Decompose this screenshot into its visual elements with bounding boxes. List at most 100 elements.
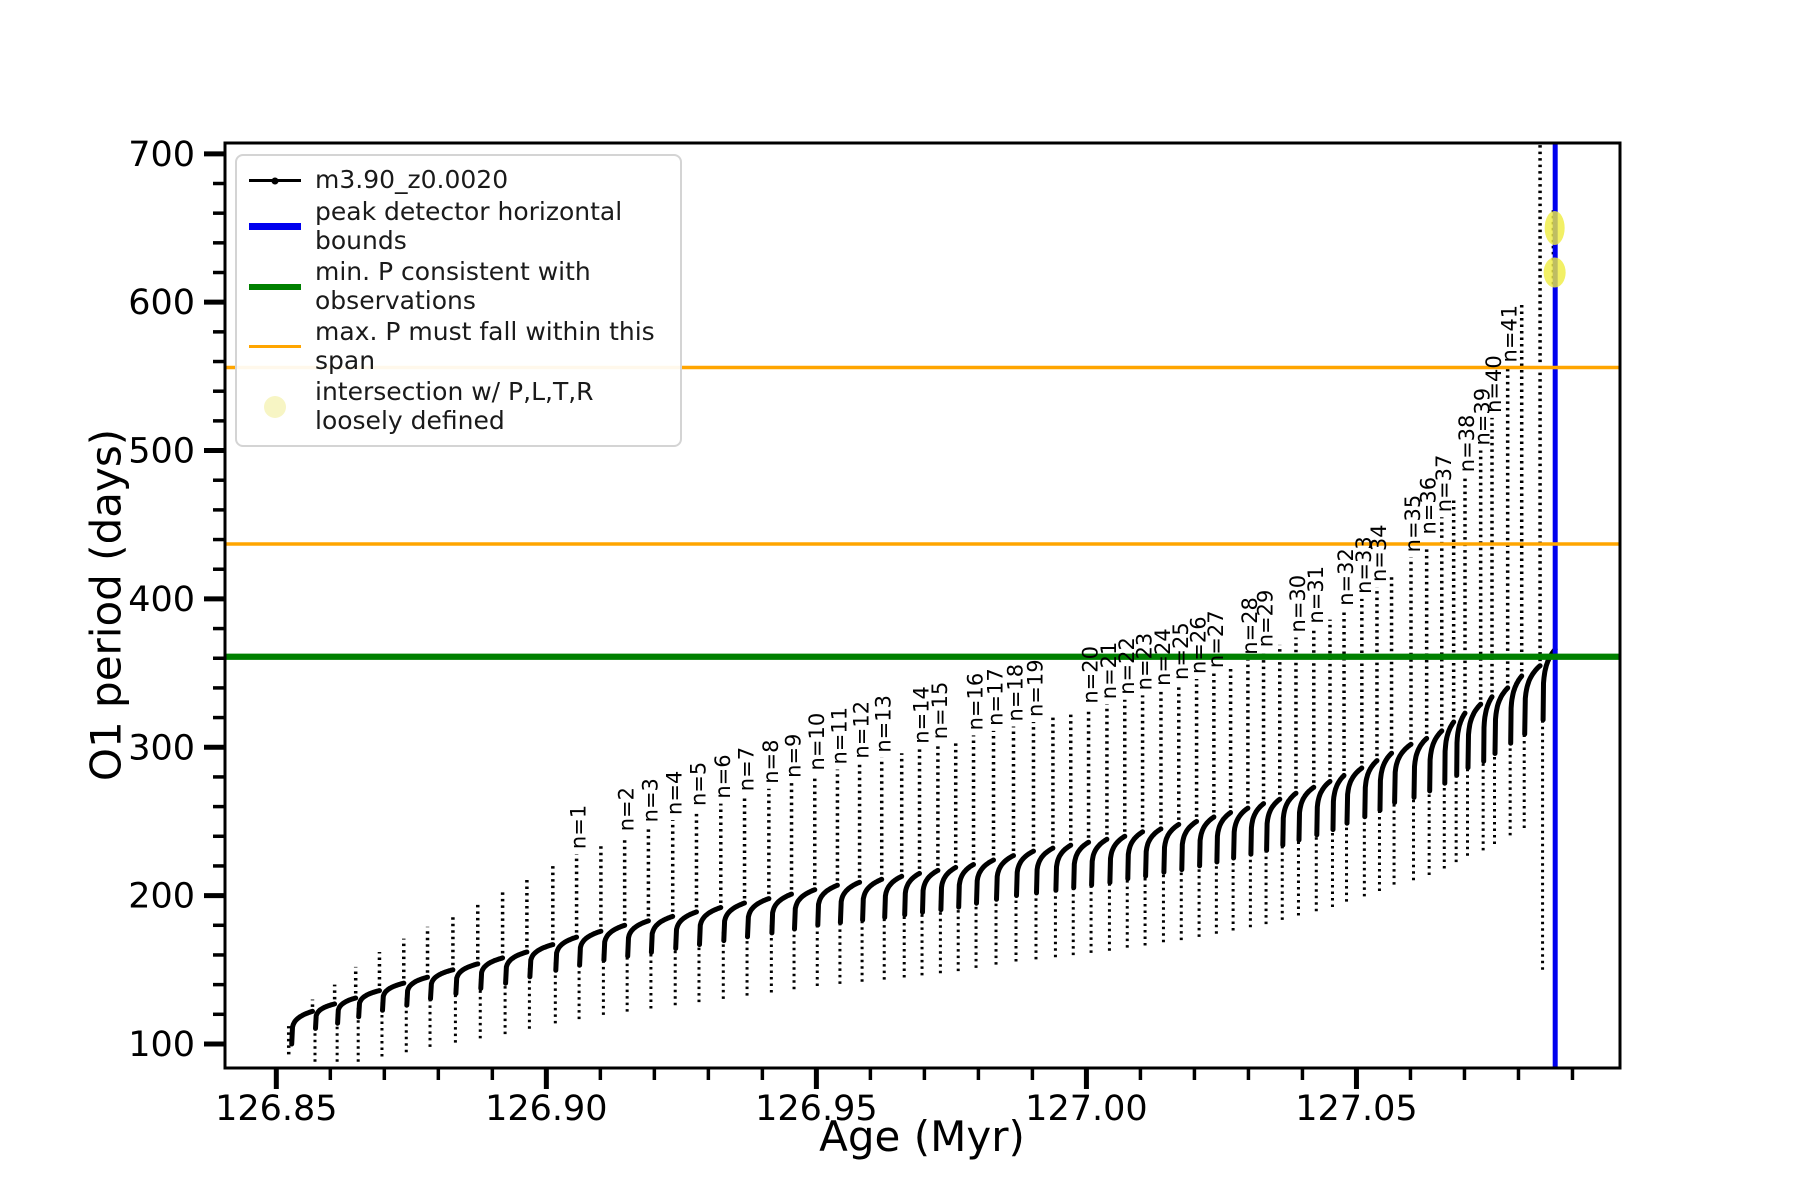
- pulse-fin: [1179, 818, 1200, 873]
- pulse-fin: [553, 934, 580, 973]
- pulse-fin: [1248, 801, 1267, 857]
- pulse-label: n=33: [1352, 536, 1376, 594]
- pulse-fin: [1280, 790, 1299, 848]
- legend-label: intersection w/ P,L,T,R loosely defined: [315, 377, 594, 435]
- legend-label: peak detector horizontal bounds: [315, 197, 623, 255]
- pulse-label: n=5: [686, 762, 710, 806]
- pulse-label: n=17: [984, 668, 1008, 726]
- pulse-fin: [1492, 685, 1511, 756]
- pulse-label: n=7: [735, 747, 759, 791]
- pulse-label: n=10: [805, 713, 829, 771]
- green-line-icon: [249, 283, 301, 290]
- legend-item-intersection: intersection w/ P,L,T,R loosely defined: [249, 377, 664, 435]
- pulse-label: n=27: [1204, 610, 1228, 668]
- legend-item-min-p: min. P consistent with observations: [249, 257, 664, 315]
- x-tick-label: 127.00: [1025, 1089, 1147, 1129]
- pulse-label: n=36: [1417, 477, 1441, 535]
- blue-line-icon: [249, 223, 301, 230]
- pulse-fin: [1465, 701, 1484, 771]
- pulse-fin: [994, 853, 1016, 902]
- pulse-fin: [1143, 826, 1164, 879]
- pulse-label: n=41: [1498, 305, 1522, 363]
- pulse-fin: [289, 1008, 315, 1047]
- pulse-label: n=28: [1238, 597, 1262, 655]
- pulse-label: n=25: [1169, 622, 1193, 680]
- pulse-label: n=2: [615, 787, 639, 831]
- pulse-fin: [1107, 833, 1128, 886]
- pulse-fin: [335, 995, 359, 1026]
- pulse-fin: [313, 1001, 338, 1031]
- pulse-label: n=35: [1401, 495, 1425, 553]
- y-tick-label: 700: [128, 135, 195, 175]
- y-tick-label: 300: [128, 728, 195, 768]
- pulse-fin: [1264, 796, 1283, 853]
- pulse-fin: [1053, 842, 1074, 893]
- pulse-fin: [1508, 673, 1525, 746]
- pulse-fin: [860, 876, 885, 923]
- pulse-label: n=3: [638, 778, 662, 822]
- pulse-label: n=34: [1367, 524, 1391, 582]
- data-series: [286, 143, 1558, 1062]
- x-tick-label: 127.05: [1295, 1089, 1417, 1129]
- pulse-label: n=26: [1187, 616, 1211, 674]
- x-tick-label: 126.95: [755, 1089, 877, 1129]
- x-axis-label: Age (Myr): [819, 1112, 1025, 1161]
- pulse-fin: [1014, 848, 1036, 898]
- pulse-fin: [1125, 829, 1146, 882]
- pulse-fin: [1296, 784, 1317, 843]
- pulse-fin: [1427, 728, 1445, 794]
- x-tick-label: 126.90: [485, 1089, 607, 1129]
- pulse-fin: [974, 857, 996, 906]
- pulse-label: n=11: [827, 707, 851, 765]
- pulse-fin: [673, 909, 699, 951]
- pulse-fin: [356, 988, 382, 1020]
- pulse-fin: [769, 891, 794, 936]
- pulse-fin: [601, 922, 628, 963]
- pulse-fin: [882, 873, 905, 920]
- pulse-fin: [648, 913, 676, 955]
- pulse-fin: [1161, 821, 1182, 875]
- pulse-label: n=18: [1004, 664, 1028, 722]
- legend-label: max. P must fall within this span: [315, 317, 655, 375]
- pulse-label: n=15: [928, 682, 952, 740]
- pulse-label: n=6: [711, 754, 735, 798]
- legend-item-max-p: max. P must fall within this span: [249, 317, 664, 375]
- pulse-label: n=16: [964, 673, 988, 731]
- pulse-labels: n=1 n=2 n=3 n=4 n=5 n=6 n=7 n=8n=9 n=10n=11n=12n…: [567, 305, 1522, 849]
- pulse-fin: [625, 918, 651, 959]
- pulse-fin: [815, 882, 840, 928]
- pulse-label: n=30: [1286, 575, 1310, 633]
- pulse-fin: [837, 879, 863, 926]
- pulse-label: n=14: [910, 686, 934, 744]
- pulse-fin: [1231, 805, 1251, 861]
- pulse-fin: [956, 862, 976, 910]
- yellow-dot-icon: [249, 395, 301, 418]
- pulse-fin: [577, 928, 604, 968]
- intersection-marker: [1543, 211, 1566, 288]
- pulse-fin: [1481, 694, 1495, 764]
- y-tick-label: 100: [128, 1025, 195, 1065]
- legend-item-peak-bounds: peak detector horizontal bounds: [249, 197, 664, 255]
- pulse-fin: [902, 870, 922, 918]
- pulse-label: n=37: [1432, 455, 1456, 513]
- y-tick-label: 500: [128, 432, 195, 472]
- y-tick-label: 200: [128, 877, 195, 917]
- pulse-label: n=38: [1455, 415, 1479, 473]
- pulse-label: n=21: [1097, 642, 1121, 700]
- pulse-label: n=32: [1334, 548, 1358, 606]
- pulse-label: n=31: [1304, 566, 1328, 624]
- pulse-fin: [1197, 814, 1217, 869]
- legend-label: m3.90_z0.0020: [315, 165, 509, 195]
- pulse-label: n=20: [1079, 646, 1103, 704]
- pulse-fin: [1330, 772, 1347, 833]
- pulse-fin: [938, 864, 959, 913]
- pulse-fin: [1314, 778, 1333, 838]
- pulse-fin: [1522, 663, 1543, 737]
- x-tick-label: 126.85: [215, 1089, 337, 1129]
- y-tick-label: 600: [128, 283, 195, 323]
- orange-line-icon: [249, 345, 301, 348]
- pulse-fin: [792, 887, 818, 932]
- legend-item-series: m3.90_z0.0020: [249, 166, 664, 195]
